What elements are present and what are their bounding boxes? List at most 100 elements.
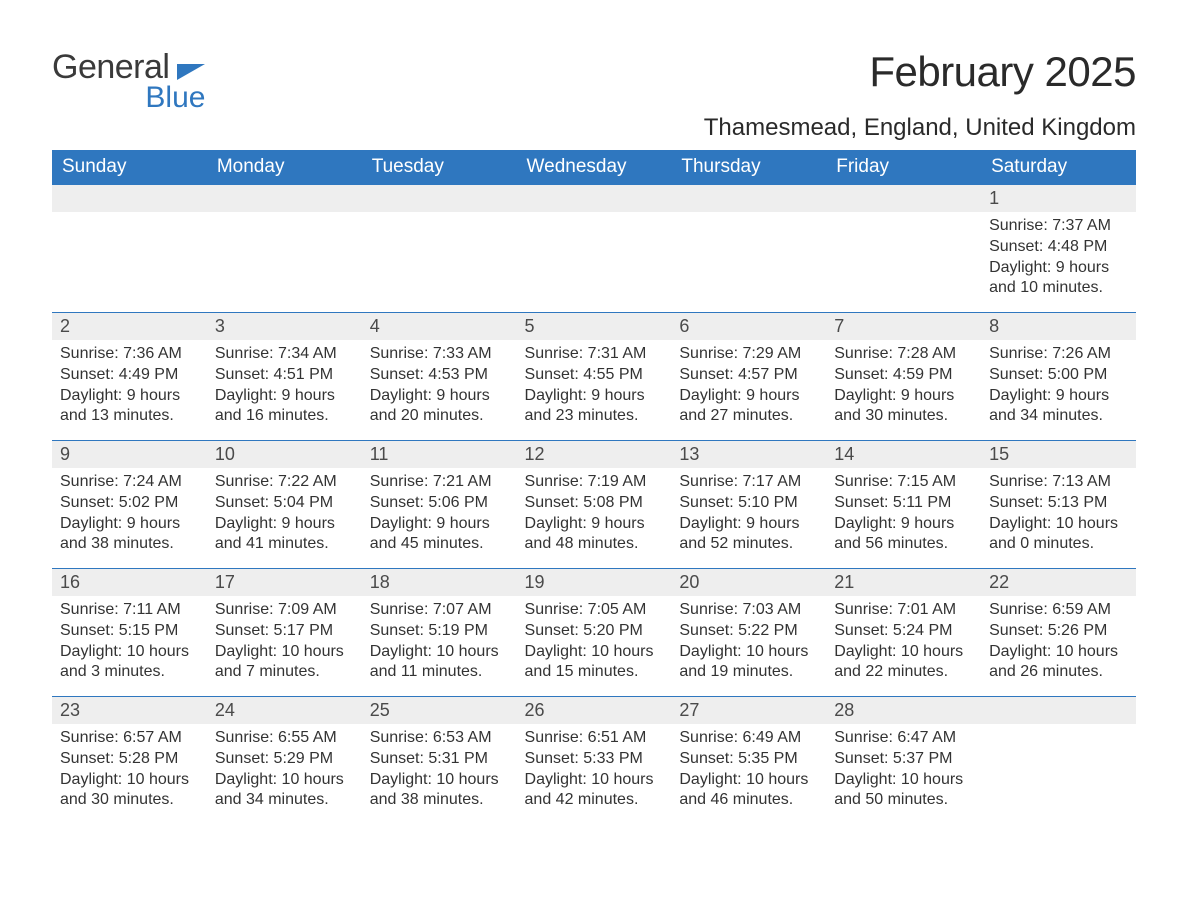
day-daylight1: Daylight: 9 hours <box>834 386 973 407</box>
day-body: Sunrise: 6:59 AMSunset: 5:26 PMDaylight:… <box>981 596 1136 687</box>
day-sunrise: Sunrise: 6:51 AM <box>525 728 664 749</box>
day-number <box>671 185 826 212</box>
day-sunrise: Sunrise: 7:26 AM <box>989 344 1128 365</box>
calendar-day-cell: 22Sunrise: 6:59 AMSunset: 5:26 PMDayligh… <box>981 569 1136 697</box>
day-daylight1: Daylight: 9 hours <box>525 514 664 535</box>
day-number: 2 <box>52 313 207 340</box>
day-daylight1: Daylight: 10 hours <box>215 642 354 663</box>
day-body: Sunrise: 7:34 AMSunset: 4:51 PMDaylight:… <box>207 340 362 431</box>
title-block: February 2025 Thamesmead, England, Unite… <box>704 48 1136 142</box>
calendar-day-cell <box>826 185 981 313</box>
day-body: Sunrise: 7:37 AMSunset: 4:48 PMDaylight:… <box>981 212 1136 303</box>
header: General Blue February 2025 Thamesmead, E… <box>52 48 1136 142</box>
day-number: 4 <box>362 313 517 340</box>
weekday-friday: Friday <box>826 150 981 185</box>
day-body: Sunrise: 6:55 AMSunset: 5:29 PMDaylight:… <box>207 724 362 815</box>
day-sunset: Sunset: 5:08 PM <box>525 493 664 514</box>
day-sunrise: Sunrise: 6:59 AM <box>989 600 1128 621</box>
day-daylight1: Daylight: 10 hours <box>834 770 973 791</box>
day-body: Sunrise: 7:17 AMSunset: 5:10 PMDaylight:… <box>671 468 826 559</box>
day-sunset: Sunset: 5:06 PM <box>370 493 509 514</box>
day-number: 26 <box>517 697 672 724</box>
weekday-thursday: Thursday <box>671 150 826 185</box>
calendar-day-cell <box>52 185 207 313</box>
day-body: Sunrise: 7:26 AMSunset: 5:00 PMDaylight:… <box>981 340 1136 431</box>
calendar-day-cell: 14Sunrise: 7:15 AMSunset: 5:11 PMDayligh… <box>826 441 981 569</box>
day-body: Sunrise: 7:09 AMSunset: 5:17 PMDaylight:… <box>207 596 362 687</box>
day-daylight1: Daylight: 9 hours <box>989 386 1128 407</box>
calendar-day-cell: 24Sunrise: 6:55 AMSunset: 5:29 PMDayligh… <box>207 697 362 825</box>
day-body: Sunrise: 6:47 AMSunset: 5:37 PMDaylight:… <box>826 724 981 815</box>
calendar-day-cell: 2Sunrise: 7:36 AMSunset: 4:49 PMDaylight… <box>52 313 207 441</box>
day-body: Sunrise: 7:05 AMSunset: 5:20 PMDaylight:… <box>517 596 672 687</box>
day-number <box>207 185 362 212</box>
day-daylight1: Daylight: 10 hours <box>60 642 199 663</box>
calendar-week-row: 23Sunrise: 6:57 AMSunset: 5:28 PMDayligh… <box>52 697 1136 825</box>
day-daylight1: Daylight: 9 hours <box>679 386 818 407</box>
calendar-day-cell: 12Sunrise: 7:19 AMSunset: 5:08 PMDayligh… <box>517 441 672 569</box>
day-sunrise: Sunrise: 7:21 AM <box>370 472 509 493</box>
day-daylight2: and 34 minutes. <box>215 790 354 811</box>
day-daylight1: Daylight: 9 hours <box>989 258 1128 279</box>
day-sunset: Sunset: 4:59 PM <box>834 365 973 386</box>
day-number: 12 <box>517 441 672 468</box>
day-number: 13 <box>671 441 826 468</box>
day-body: Sunrise: 7:21 AMSunset: 5:06 PMDaylight:… <box>362 468 517 559</box>
calendar-day-cell: 27Sunrise: 6:49 AMSunset: 5:35 PMDayligh… <box>671 697 826 825</box>
day-body: Sunrise: 7:19 AMSunset: 5:08 PMDaylight:… <box>517 468 672 559</box>
calendar-day-cell: 28Sunrise: 6:47 AMSunset: 5:37 PMDayligh… <box>826 697 981 825</box>
day-daylight1: Daylight: 10 hours <box>370 770 509 791</box>
day-sunrise: Sunrise: 7:37 AM <box>989 216 1128 237</box>
calendar-day-cell: 20Sunrise: 7:03 AMSunset: 5:22 PMDayligh… <box>671 569 826 697</box>
day-body: Sunrise: 7:36 AMSunset: 4:49 PMDaylight:… <box>52 340 207 431</box>
day-sunrise: Sunrise: 7:33 AM <box>370 344 509 365</box>
day-number: 5 <box>517 313 672 340</box>
day-sunset: Sunset: 4:51 PM <box>215 365 354 386</box>
weekday-tuesday: Tuesday <box>362 150 517 185</box>
day-sunset: Sunset: 5:17 PM <box>215 621 354 642</box>
day-sunrise: Sunrise: 7:19 AM <box>525 472 664 493</box>
day-body: Sunrise: 7:15 AMSunset: 5:11 PMDaylight:… <box>826 468 981 559</box>
day-daylight2: and 26 minutes. <box>989 662 1128 683</box>
day-body: Sunrise: 7:29 AMSunset: 4:57 PMDaylight:… <box>671 340 826 431</box>
calendar-day-cell: 16Sunrise: 7:11 AMSunset: 5:15 PMDayligh… <box>52 569 207 697</box>
logo: General Blue <box>52 48 205 115</box>
day-sunrise: Sunrise: 7:15 AM <box>834 472 973 493</box>
day-number <box>517 185 672 212</box>
day-body: Sunrise: 7:31 AMSunset: 4:55 PMDaylight:… <box>517 340 672 431</box>
day-number: 11 <box>362 441 517 468</box>
day-daylight1: Daylight: 10 hours <box>60 770 199 791</box>
day-sunrise: Sunrise: 6:55 AM <box>215 728 354 749</box>
day-sunset: Sunset: 5:29 PM <box>215 749 354 770</box>
day-sunset: Sunset: 5:02 PM <box>60 493 199 514</box>
day-sunrise: Sunrise: 7:28 AM <box>834 344 973 365</box>
day-number: 1 <box>981 185 1136 212</box>
day-daylight1: Daylight: 9 hours <box>370 386 509 407</box>
day-daylight2: and 41 minutes. <box>215 534 354 555</box>
day-body: Sunrise: 6:51 AMSunset: 5:33 PMDaylight:… <box>517 724 672 815</box>
day-daylight2: and 52 minutes. <box>679 534 818 555</box>
day-daylight1: Daylight: 10 hours <box>679 770 818 791</box>
calendar-day-cell: 7Sunrise: 7:28 AMSunset: 4:59 PMDaylight… <box>826 313 981 441</box>
day-daylight2: and 45 minutes. <box>370 534 509 555</box>
day-sunset: Sunset: 5:37 PM <box>834 749 973 770</box>
day-daylight1: Daylight: 10 hours <box>215 770 354 791</box>
day-body: Sunrise: 7:24 AMSunset: 5:02 PMDaylight:… <box>52 468 207 559</box>
day-daylight1: Daylight: 10 hours <box>525 642 664 663</box>
day-sunset: Sunset: 5:19 PM <box>370 621 509 642</box>
calendar-day-cell: 13Sunrise: 7:17 AMSunset: 5:10 PMDayligh… <box>671 441 826 569</box>
day-daylight1: Daylight: 10 hours <box>989 642 1128 663</box>
day-daylight1: Daylight: 9 hours <box>60 514 199 535</box>
calendar-day-cell: 18Sunrise: 7:07 AMSunset: 5:19 PMDayligh… <box>362 569 517 697</box>
day-sunset: Sunset: 4:53 PM <box>370 365 509 386</box>
day-sunset: Sunset: 4:49 PM <box>60 365 199 386</box>
day-daylight2: and 20 minutes. <box>370 406 509 427</box>
day-daylight2: and 13 minutes. <box>60 406 199 427</box>
day-body: Sunrise: 7:22 AMSunset: 5:04 PMDaylight:… <box>207 468 362 559</box>
day-sunset: Sunset: 5:28 PM <box>60 749 199 770</box>
calendar-day-cell: 4 Sunrise: 7:33 AMSunset: 4:53 PMDaylight… <box>362 313 517 441</box>
day-sunrise: Sunrise: 7:31 AM <box>525 344 664 365</box>
day-sunset: Sunset: 5:35 PM <box>679 749 818 770</box>
day-sunrise: Sunrise: 7:36 AM <box>60 344 199 365</box>
day-daylight1: Daylight: 10 hours <box>989 514 1128 535</box>
